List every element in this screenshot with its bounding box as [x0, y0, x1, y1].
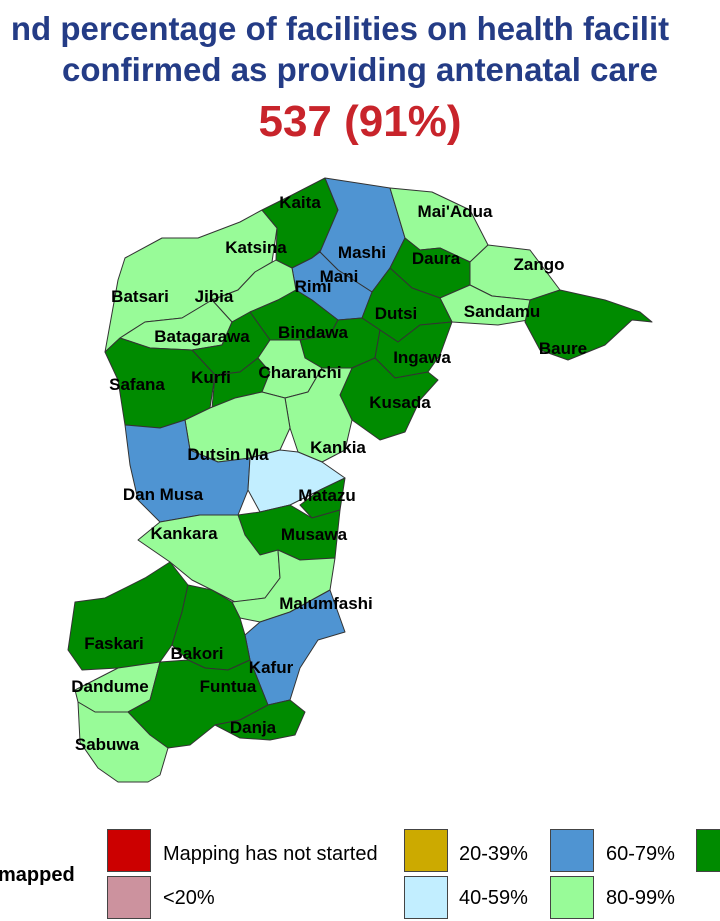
- lga-label-maiadua: Mai'Adua: [418, 202, 493, 221]
- lga-label-danja: Danja: [230, 718, 277, 737]
- lga-label-mani: Mani: [320, 267, 359, 286]
- lga-region-baure[interactable]: [524, 289, 653, 361]
- legend-swatch-80-99: [550, 876, 594, 919]
- lga-region-kankia[interactable]: [284, 367, 353, 463]
- lga-label-zango: Zango: [514, 255, 565, 274]
- lga-label-dandume: Dandume: [71, 677, 148, 696]
- lga-label-rimi: Rimi: [295, 277, 332, 296]
- lga-region-funtua[interactable]: [127, 659, 269, 749]
- lga-label-kankara: Kankara: [150, 524, 218, 543]
- lga-label-malumfashi: Malumfashi: [279, 594, 373, 613]
- lga-label-daura: Daura: [412, 249, 461, 268]
- legend-label-60-79: 60-79%: [606, 843, 675, 865]
- lga-label-kurfi: Kurfi: [191, 368, 231, 387]
- lga-region-sabuwa[interactable]: [77, 701, 169, 783]
- legend-label-20-39: 20-39%: [459, 843, 528, 865]
- legend-label-40-59: 40-59%: [459, 887, 528, 909]
- lga-label-ingawa: Ingawa: [393, 348, 451, 367]
- lga-label-matazu: Matazu: [298, 486, 356, 505]
- lga-label-sabuwa: Sabuwa: [75, 735, 140, 754]
- lga-label-jibia: Jibia: [195, 287, 234, 306]
- headline-value: 537 (91%): [258, 97, 462, 146]
- lga-label-baure: Baure: [539, 339, 587, 358]
- legend-swatch-not-started: [107, 829, 151, 872]
- legend-swatch-40-59: [404, 876, 448, 919]
- lga-label-danmusa: Dan Musa: [123, 485, 204, 504]
- map-title-line-1: nd percentage of facilities on health fa…: [10, 10, 670, 47]
- lga-label-katsina: Katsina: [225, 238, 287, 257]
- lga-label-kusada: Kusada: [369, 393, 431, 412]
- legend-swatch-under-20: [107, 876, 151, 919]
- legend-swatch-60-79: [550, 829, 594, 872]
- lga-label-musawa: Musawa: [281, 525, 348, 544]
- lga-region-danja[interactable]: [214, 699, 306, 741]
- lga-label-bindawa: Bindawa: [278, 323, 348, 342]
- lga-label-kankia: Kankia: [310, 438, 366, 457]
- lga-label-batsari: Batsari: [111, 287, 169, 306]
- map-title: nd percentage of facilities on health fa…: [0, 8, 720, 90]
- lga-labels: Kaita Mai'Adua Katsina Mashi Daura Zango…: [71, 193, 587, 754]
- lga-label-charanchi: Charanchi: [258, 363, 341, 382]
- map-title-line-2: confirmed as providing antenatal care: [62, 51, 658, 88]
- lga-label-sandamu: Sandamu: [464, 302, 541, 321]
- lga-label-kafur: Kafur: [249, 658, 294, 677]
- legend-swatch-20-39: [404, 829, 448, 872]
- lga-label-kaita: Kaita: [279, 193, 321, 212]
- lga-label-safana: Safana: [109, 375, 165, 394]
- lga-label-dutsi: Dutsi: [375, 304, 418, 323]
- lga-label-faskari: Faskari: [84, 634, 144, 653]
- legend-title: R mapped: [0, 864, 75, 886]
- legend-label-80-99: 80-99%: [606, 887, 675, 909]
- lga-label-funtua: Funtua: [200, 677, 257, 696]
- legend-label-not-started: Mapping has not started: [163, 843, 378, 865]
- lga-label-dutsinma: Dutsin Ma: [187, 445, 269, 464]
- legend-swatch-100: [696, 829, 720, 872]
- legend-label-under-20: <20%: [163, 887, 215, 909]
- lga-label-bakori: Bakori: [171, 644, 224, 663]
- lga-label-mashi: Mashi: [338, 243, 386, 262]
- lga-label-batagarawa: Batagarawa: [154, 327, 250, 346]
